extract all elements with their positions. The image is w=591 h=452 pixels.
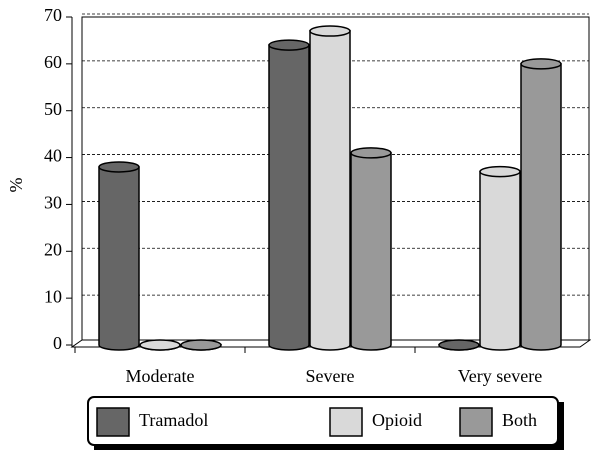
bar [438,339,480,351]
bar-part [438,339,480,351]
bar [520,58,562,351]
bar [98,161,140,351]
legend-swatch [96,407,130,437]
bar-part [350,152,392,351]
bar-part [520,58,562,70]
bar-part [479,170,521,351]
bar [479,165,521,351]
bar-part [309,30,351,351]
y-tick-label: 70 [44,5,62,25]
bar-part [268,39,310,51]
bar-part [479,165,521,178]
bar-part [98,166,140,351]
y-tick-label: 0 [53,333,62,353]
bar-part [309,25,351,37]
y-tick-label: 20 [44,239,62,259]
y-axis-label: % [6,178,26,193]
x-tick-label: Moderate [126,366,195,386]
legend-swatch [329,407,363,437]
legend-label: Both [502,410,537,430]
y-tick-label: 50 [44,99,62,119]
bar [180,339,222,351]
bar [268,39,310,351]
legend [87,396,559,446]
bar [350,147,392,351]
bar-part [268,44,310,351]
bar [309,25,351,351]
legend-label: Tramadol [139,410,208,430]
legend-label: Opioid [372,410,422,430]
bar-part [520,63,562,351]
y-tick-label: 60 [44,52,62,72]
y-tick-label: 40 [44,146,62,166]
bar-part [139,339,181,351]
y-tick-label: 30 [44,193,62,213]
y-tick-label: 10 [44,286,62,306]
x-tick-label: Very severe [458,366,542,386]
bar [139,339,181,351]
x-tick-label: Severe [306,366,355,386]
legend-swatch [459,407,493,437]
bar-part [98,161,140,173]
bar-part [180,339,222,351]
bar-part [350,147,392,159]
